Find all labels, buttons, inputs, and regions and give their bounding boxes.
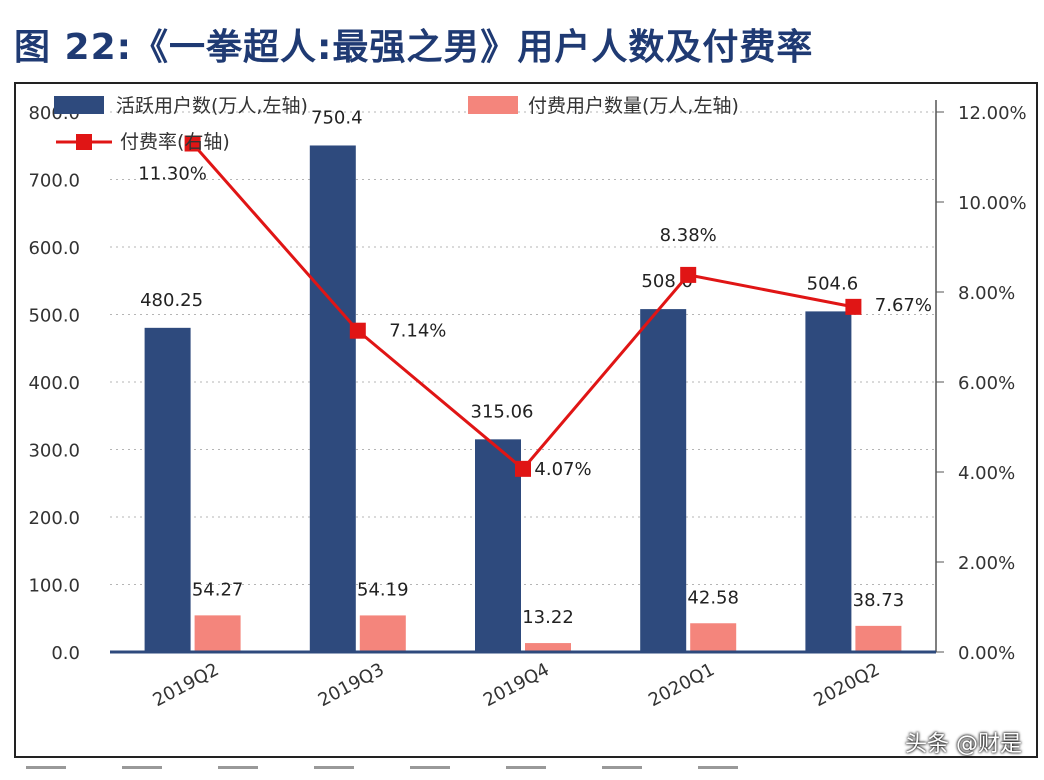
bar-paying-users-label: 38.73 bbox=[853, 590, 905, 611]
line-pay-rate-marker bbox=[349, 322, 366, 339]
bar-paying-users-label: 54.19 bbox=[357, 579, 409, 600]
bar-active-users-label: 480.25 bbox=[140, 290, 203, 311]
x-tick-label: 2019Q3 bbox=[315, 659, 388, 711]
y-left-tick-label: 500.0 bbox=[28, 306, 80, 327]
line-pay-rate-marker bbox=[184, 135, 201, 152]
y-right-tick-label: 10.00% bbox=[958, 193, 1027, 214]
bar-active-users bbox=[144, 327, 191, 652]
legend-label-paying-users: 付费用户数量(万人,左轴) bbox=[528, 95, 739, 117]
bar-paying-users bbox=[525, 643, 571, 652]
bar-paying-users bbox=[194, 615, 241, 652]
bar-active-users-label: 750.4 bbox=[311, 107, 363, 128]
bar-paying-users-label: 42.58 bbox=[687, 587, 739, 608]
bar-active-users bbox=[475, 439, 521, 652]
line-pay-rate-label: 4.07% bbox=[534, 459, 591, 480]
bar-active-users bbox=[309, 145, 356, 653]
legend-label-pay-rate: 付费率(右轴) bbox=[120, 131, 230, 153]
y-left-tick-label: 300.0 bbox=[28, 441, 80, 462]
y-left-tick-label: 400.0 bbox=[28, 373, 80, 394]
figure-title: 图 22:《一拳超人:最强之男》用户人数及付费率 bbox=[14, 27, 814, 68]
y-left-tick-label: 0.0 bbox=[51, 643, 80, 664]
x-tick-label: 2019Q4 bbox=[480, 659, 553, 711]
line-pay-rate-label: 11.30% bbox=[138, 164, 207, 185]
legend-label-active-users: 活跃用户数(万人,左轴) bbox=[116, 95, 308, 117]
x-tick-label: 2020Q1 bbox=[645, 659, 718, 711]
y-left-tick-label: 100.0 bbox=[28, 576, 80, 597]
y-right-tick-label: 0.00% bbox=[958, 643, 1015, 664]
y-right-tick-label: 4.00% bbox=[958, 463, 1015, 484]
legend-swatch-paying-users bbox=[468, 96, 518, 114]
y-left-tick-label: 200.0 bbox=[28, 508, 80, 529]
y-right-tick-label: 2.00% bbox=[958, 553, 1015, 574]
line-pay-rate-marker bbox=[680, 266, 697, 283]
line-pay-rate-label: 7.67% bbox=[875, 295, 932, 316]
line-pay-rate-label: 7.14% bbox=[389, 321, 446, 342]
bar-active-users-label: 315.06 bbox=[471, 401, 534, 422]
y-right-tick-label: 6.00% bbox=[958, 373, 1015, 394]
bar-active-users-label: 504.6 bbox=[807, 273, 859, 294]
y-right-tick-label: 8.00% bbox=[958, 283, 1015, 304]
y-right-tick-label: 12.00% bbox=[958, 103, 1027, 124]
bar-active-users-label: 508.0 bbox=[641, 271, 693, 292]
y-left-tick-label: 700.0 bbox=[28, 171, 80, 192]
watermark: 头条 @财是 bbox=[905, 732, 1022, 757]
line-pay-rate-marker bbox=[845, 298, 862, 315]
x-tick-label: 2019Q2 bbox=[150, 659, 223, 711]
legend-marker-pay-rate bbox=[76, 134, 92, 150]
legend-swatch-active-users bbox=[54, 96, 104, 114]
x-tick-label: 2020Q2 bbox=[810, 659, 883, 711]
bar-paying-users-label: 13.22 bbox=[522, 607, 574, 628]
line-pay-rate-label: 8.38% bbox=[660, 225, 717, 246]
y-left-tick-label: 600.0 bbox=[28, 238, 80, 259]
bar-paying-users bbox=[359, 615, 406, 652]
bar-active-users bbox=[640, 309, 687, 652]
bar-active-users bbox=[805, 311, 852, 652]
bar-paying-users bbox=[690, 623, 737, 652]
line-pay-rate-marker bbox=[515, 460, 531, 477]
cropped-footer-text bbox=[0, 762, 1044, 780]
bar-paying-users bbox=[855, 625, 902, 652]
bar-paying-users-label: 54.27 bbox=[192, 579, 244, 600]
